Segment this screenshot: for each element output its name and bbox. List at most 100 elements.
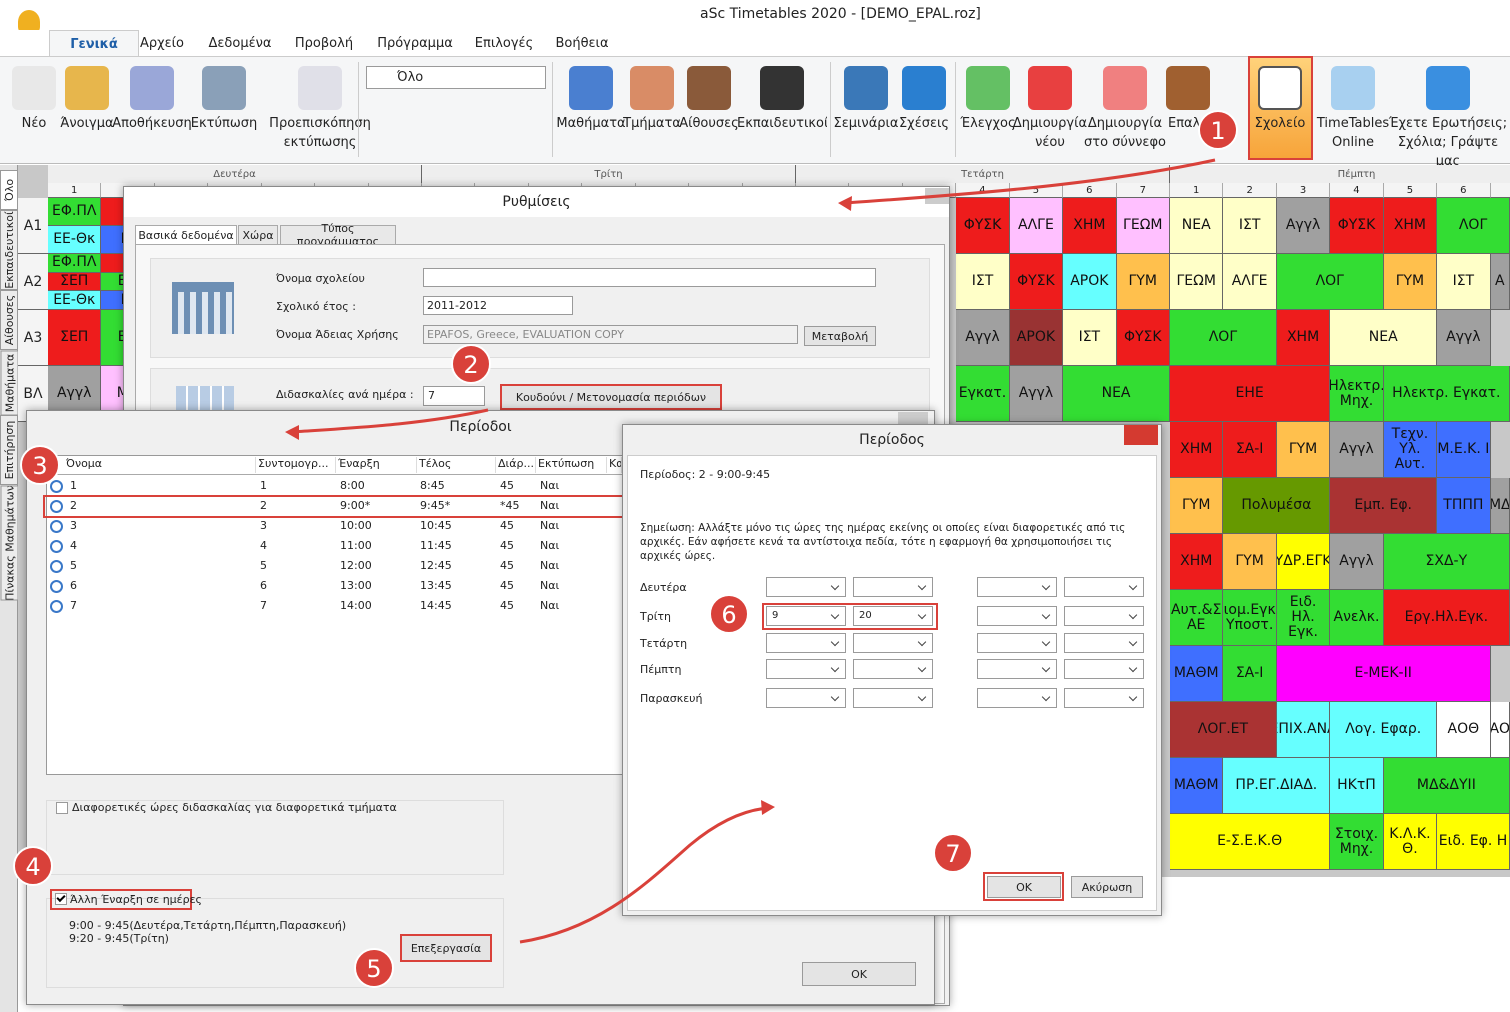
lesson-cell: ΣΕΠ: [48, 272, 102, 292]
day-header: Τετάρτη: [796, 165, 1170, 183]
title-bar: [0, 0, 1510, 30]
lesson-cell: ΓΥΜ: [1383, 254, 1438, 310]
lesson-cell: ΑΛΓΕ: [1223, 254, 1277, 310]
lesson-cell: ΕΕ-Θκ: [48, 226, 102, 254]
lesson-cell: Ειδ. Ηλ. Εγκ.: [1276, 590, 1331, 646]
lesson-cell: ΛΟΓ: [1276, 254, 1384, 310]
table-cell: 11:45: [420, 539, 452, 552]
lesson-cell: Ε-Σ.Ε.Κ.Θ: [1170, 814, 1331, 870]
clock-icon: [50, 500, 63, 513]
table-cell: 10:45: [420, 519, 452, 532]
menu-item: Προβολή: [294, 36, 354, 51]
lesson-cell: ΕΦ.ΠΛ: [48, 254, 102, 273]
toolbar-button: Σχέσεις: [898, 116, 950, 131]
period-header: 2: [1223, 183, 1277, 198]
day-label: Τρίτη: [640, 610, 672, 623]
menu-item: Πρόγραμμα: [377, 36, 453, 51]
text-input: 2011-2012: [423, 296, 573, 315]
checkbox-checked: [55, 893, 67, 905]
lesson-cell: Εργ.Ηλ.Εγκ.: [1383, 590, 1510, 646]
side-tab: Όλο: [0, 170, 18, 210]
toolbar-icon: [1258, 66, 1302, 110]
lesson-cell: Αγγλ: [1330, 422, 1384, 478]
lesson-cell: ΕΦ.ΠΛ: [48, 198, 102, 226]
toolbar-button: Έχετε Ερωτήσεις; Σχόλια; Γράψτε μας: [1388, 116, 1508, 169]
lesson-cell: Κ.Λ.Κ. Θ.: [1383, 814, 1438, 870]
app-icon: [18, 10, 40, 34]
time-select: [977, 659, 1057, 679]
tab: Τύπος προγράμματος: [280, 222, 396, 248]
time-select: [1064, 577, 1144, 597]
toolbar-icon: [1166, 66, 1210, 110]
lesson-cell: Ηλεκτρ. Εγκατ.: [1383, 366, 1510, 422]
clock-icon: [50, 520, 63, 533]
label: Άλλη Έναρξη σε ημέρες: [70, 893, 203, 906]
table-cell: 13:00: [340, 579, 372, 592]
time-select: 9: [766, 606, 846, 626]
lesson-cell: ΦΥΣΚ: [1116, 310, 1170, 366]
toolbar-button: Επαλή: [1168, 116, 1208, 131]
table-cell: 13:45: [420, 579, 452, 592]
text-input: [423, 268, 876, 287]
lesson-cell: Στοιχ. Μηχ.: [1330, 814, 1384, 870]
button: Μεταβολή: [804, 326, 876, 346]
lesson-cell: ΣΧΔ-Υ: [1383, 534, 1510, 590]
close-button: [1124, 425, 1158, 445]
period-header: 7: [1116, 183, 1170, 198]
lesson-cell: ΣΑ-Ι: [1223, 422, 1277, 478]
toolbar-button: Μαθήματα: [556, 116, 626, 131]
toolbar-icon: [966, 66, 1010, 110]
highlight: [762, 603, 938, 630]
toolbar-button: Άνοιγμα: [60, 116, 114, 131]
toolbar-icon: [760, 66, 804, 110]
time-select: [1064, 659, 1144, 679]
clock-icon: [50, 600, 63, 613]
lesson-cell: Λογ. Εφαρ.: [1330, 702, 1438, 758]
lesson-cell: ΓΕΩΜ: [1170, 254, 1224, 310]
table-cell: 2: [70, 499, 77, 512]
toolbar-icon: [1103, 66, 1147, 110]
class-label: Α3: [18, 310, 48, 366]
lesson-cell: ΕΗΕ: [1170, 366, 1331, 422]
label: Όνομα Άδειας Χρήσης: [276, 328, 399, 341]
lesson-cell: ΜΑΘΜ: [1170, 758, 1224, 814]
lesson-cell: Εγκατ.: [956, 366, 1010, 422]
period-header: 1: [1170, 183, 1224, 198]
day-header: Πέμπτη: [1170, 165, 1510, 183]
lesson-cell: ΦΥΣΚ: [1330, 198, 1384, 254]
toolbar-button: Δημιουργία στο σύννεφο: [1084, 116, 1166, 150]
time-select: [766, 688, 846, 708]
table-cell: Ναι: [540, 599, 560, 612]
button: OK: [802, 962, 916, 986]
day-header: Τρίτη: [422, 165, 796, 183]
toolbar-button: Εκτύπωση: [190, 116, 258, 131]
column-header: Τέλος: [419, 457, 496, 473]
menu-item: Επιλογές: [474, 36, 534, 51]
button: Κουδούνι / Μετονομασία περιόδων: [500, 384, 722, 410]
school-icon: [172, 282, 234, 334]
dialog-title-bar: [124, 187, 949, 217]
time-select: [1064, 606, 1144, 626]
lesson-cell: Αγγλ: [1437, 310, 1491, 366]
toolbar-button: Νέο: [21, 116, 47, 131]
table-cell: 14:45: [420, 599, 452, 612]
group: [46, 800, 504, 875]
time-select: [977, 633, 1057, 653]
table-cell: 45: [500, 519, 514, 532]
period-header: 5: [1383, 183, 1438, 198]
toolbar-button: Εκπαιδευτικοί: [737, 116, 827, 131]
time-select: [853, 688, 933, 708]
table-cell: 45: [500, 559, 514, 572]
column-header: Συντομογρ...: [258, 457, 336, 473]
lesson-cell: ΛΟΓ: [1170, 310, 1277, 366]
column-header: Διάρ...: [498, 457, 536, 473]
toolbar-button: Αίθουσες: [679, 116, 739, 131]
table-cell: 3: [260, 519, 267, 532]
class-label: Α2: [18, 254, 48, 310]
column-header: Όνομα: [66, 457, 256, 473]
period-header: 1: [48, 183, 102, 198]
table-cell: 45: [500, 599, 514, 612]
lesson-cell: ΙΣΤ: [956, 254, 1010, 310]
time-select: [766, 577, 846, 597]
